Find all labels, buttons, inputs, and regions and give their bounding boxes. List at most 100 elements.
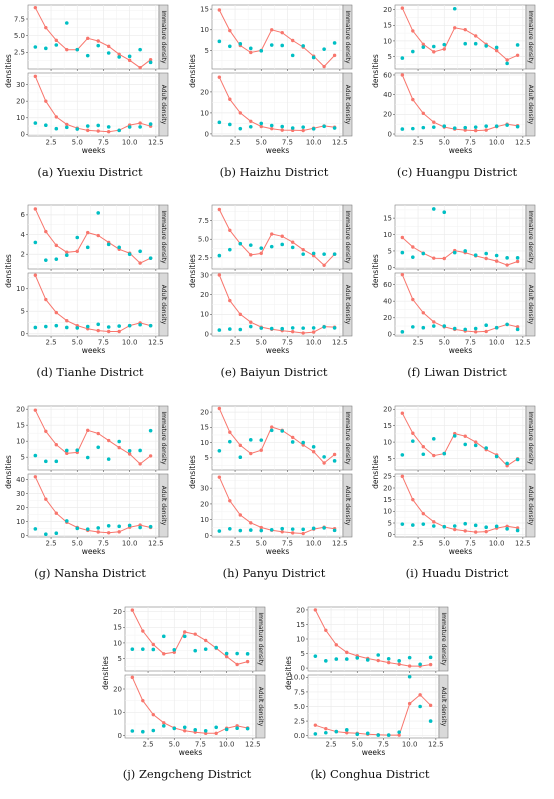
chart5-immature-fitted-point xyxy=(494,259,499,263)
chart4-immature-fitted-point xyxy=(249,253,253,257)
chart0-immature-tick-label-y: 2.5 xyxy=(14,49,25,57)
chart2-adult-fitted-point xyxy=(411,97,415,102)
chart0-immature-fitted-point xyxy=(106,44,111,49)
chart1-adult-observed-point xyxy=(248,124,253,129)
chart5-adult-observed-point xyxy=(452,326,457,331)
chart1-tick-label-x: 12.5 xyxy=(332,139,348,147)
chart4-immature-observed-point xyxy=(259,246,264,250)
chart8-caption: (i) Huadu District xyxy=(406,566,509,580)
chart5-adult-observed-point xyxy=(515,327,520,332)
chart5-adult-fitted-point xyxy=(473,330,478,334)
chart6-immature-panel xyxy=(27,405,160,471)
chart7-tick-label-x: 5.0 xyxy=(256,540,267,548)
chart5-adult-fitted-line xyxy=(401,274,518,333)
chart10-immature-tick-label-y: 20 xyxy=(296,606,305,614)
chart2-immature-fitted-point xyxy=(421,42,425,47)
chart7-adult-observed-point xyxy=(311,526,316,531)
chart10-immature-observed-point xyxy=(376,653,381,657)
chart8-tick-label-x: 2.5 xyxy=(412,540,423,548)
chart5-adult-observed-point xyxy=(463,327,468,332)
chart9-immature-observed-point xyxy=(141,647,145,651)
chart2-immature-fitted-point xyxy=(494,48,499,53)
chart3-tick-label-x: 7.5 xyxy=(98,339,109,347)
chart0-adult-fitted-point xyxy=(96,129,100,133)
chart10-adult-tick-label-y: 10.0 xyxy=(289,674,305,682)
chart10-adult-tick-label-y: 7.5 xyxy=(294,688,305,696)
chart0-immature-observed-point xyxy=(138,47,142,52)
chart4-immature-observed-point xyxy=(290,245,295,250)
chart0-adult-strip-label: Adult density xyxy=(160,85,167,125)
chart6-adult-observed-point xyxy=(33,527,38,531)
chart10-immature-tick-label-y: 15 xyxy=(296,621,305,629)
chart9-adult-tick-label-y: 20 xyxy=(113,685,122,693)
chart6-y-axis-title: densities xyxy=(4,455,13,489)
chart6-immature-fitted-point xyxy=(96,431,100,436)
chart5-adult-observed-point xyxy=(421,325,426,330)
chart9-adult-fitted-point xyxy=(214,731,218,736)
chart4-immature-observed-point xyxy=(248,243,253,247)
chart4-immature-observed-point xyxy=(269,244,274,249)
chart4-immature-fitted-point xyxy=(259,251,263,256)
chart0-adult-fitted-point xyxy=(138,121,142,125)
chart6-adult-fitted-point xyxy=(33,475,38,479)
chart3-adult-fitted-point xyxy=(106,329,111,334)
chart4-immature-fitted-point xyxy=(217,207,222,212)
chart4-adult-observed-point xyxy=(311,326,316,330)
chart5-immature-tick-label-y: 10 xyxy=(383,231,392,239)
chart10-immature-fitted-point xyxy=(428,662,433,667)
chart4-adult-observed-point xyxy=(228,327,232,331)
chart10-immature-observed-point xyxy=(428,655,433,660)
chart7-immature-observed-point xyxy=(217,449,222,453)
chart3-immature-observed-point xyxy=(44,258,48,262)
chart7-adult-observed-point xyxy=(301,527,305,532)
chart8-adult-fitted-point xyxy=(400,474,405,479)
chart6-immature-observed-point xyxy=(127,449,132,453)
chart2-immature-fitted-point xyxy=(463,27,467,32)
chart2-immature-tick-label-y: 15 xyxy=(383,22,392,30)
chart7-immature-panel xyxy=(211,405,344,471)
chart6-adult-observed-point xyxy=(96,526,101,530)
chart4-immature-fitted-line xyxy=(218,209,335,267)
chart6-adult-fitted-point xyxy=(44,497,48,501)
chart8-immature-observed-point xyxy=(421,452,426,457)
chart6-adult-strip xyxy=(158,473,169,538)
chart0-adult-strip xyxy=(158,72,169,137)
chart5-adult-observed-point xyxy=(431,324,436,328)
chart1-immature-observed-point xyxy=(332,41,337,45)
chart8-adult-fitted-point xyxy=(463,529,467,533)
chart6-adult-observed-point xyxy=(44,532,48,536)
district-chart-10: 0 5 10 15 20 Immature density 0.0 2.5 5.0 7.5 10.0… xyxy=(284,606,449,781)
chart0-x-axis-title: weeks xyxy=(82,146,106,155)
chart3-x-axis-title: weeks xyxy=(82,346,106,355)
chart7-caption: (h) Panyu District xyxy=(223,566,326,580)
chart1-immature-observed-point xyxy=(322,47,326,51)
chart5-immature-tick-label-y: 5 xyxy=(388,247,392,255)
chart6-adult-fitted-point xyxy=(106,531,111,535)
chart5-adult-observed-point xyxy=(442,324,447,328)
chart4-immature-panel xyxy=(211,204,344,270)
chart2-immature-observed-point xyxy=(473,41,478,46)
chart1-immature-observed-point xyxy=(290,53,295,58)
chart3-immature-observed-point xyxy=(33,240,38,245)
chart8-immature-tick-label-y: 10 xyxy=(383,439,392,447)
chart4-immature-observed-point xyxy=(322,252,326,256)
chart6-immature-tick-label-y: 10 xyxy=(16,438,25,446)
chart9-adult-observed-point xyxy=(151,728,156,733)
chart2-caption: (c) Huangpu District xyxy=(397,165,518,179)
chart9-x-axis-title: weeks xyxy=(179,748,203,757)
chart10-immature-observed-point xyxy=(355,656,360,660)
chart9-immature-observed-point xyxy=(193,648,198,653)
chart6-x-axis-title: weeks xyxy=(82,547,106,556)
chart1-adult-fitted-line xyxy=(218,76,335,132)
chart9-immature-observed-point xyxy=(214,645,218,650)
chart8-adult-fitted-point xyxy=(411,497,415,502)
chart3-immature-strip-label: Immature density xyxy=(160,210,167,264)
chart2-adult-tick-label-y: 40 xyxy=(383,91,392,99)
chart5-adult-tick-label-y: 60 xyxy=(383,281,392,289)
chart5-immature-observed-point xyxy=(463,249,468,253)
chart9-adult-observed-point xyxy=(224,727,229,732)
chart6-tick-label-x: 2.5 xyxy=(45,540,56,548)
chart9-adult-observed-point xyxy=(130,729,135,733)
chart8-adult-observed-point xyxy=(494,524,499,529)
chart3-adult-fitted-line xyxy=(34,275,151,332)
